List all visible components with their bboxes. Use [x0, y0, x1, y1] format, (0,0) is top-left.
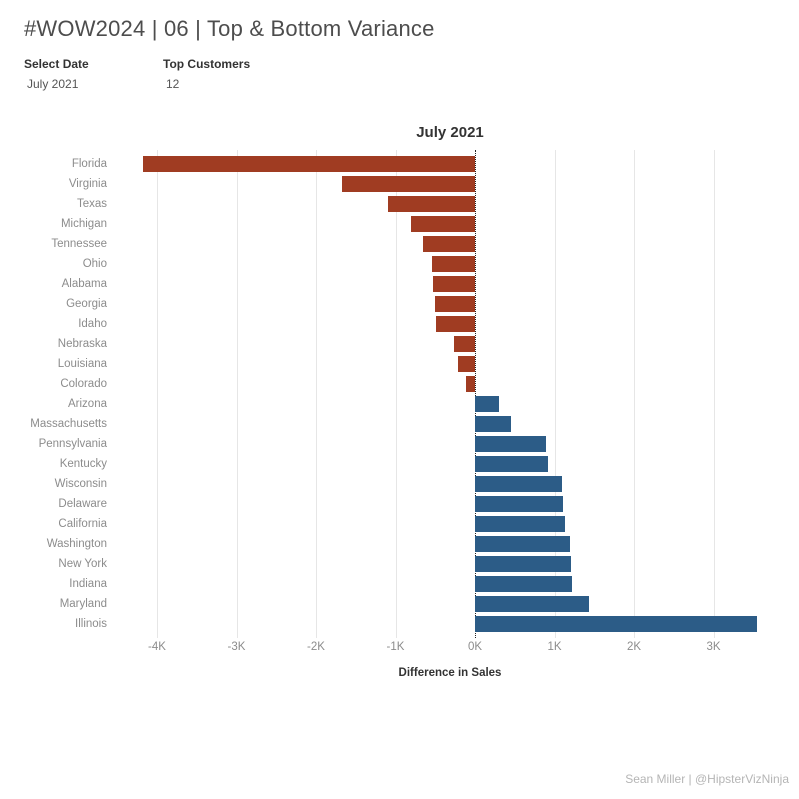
bar[interactable]: [143, 156, 475, 172]
category-label: Indiana: [69, 578, 107, 590]
bar[interactable]: [475, 456, 549, 472]
filters-row: Select Date July 2021 Top Customers 12: [24, 57, 250, 91]
select-date-label: Select Date: [24, 57, 89, 71]
x-tick-label: 3K: [706, 641, 721, 653]
bar[interactable]: [475, 556, 571, 572]
gridline: [316, 150, 317, 638]
top-customers-parameter: Top Customers 12: [163, 57, 250, 91]
x-tick-label: -2K: [307, 641, 325, 653]
bar[interactable]: [475, 516, 565, 532]
bar[interactable]: [454, 336, 475, 352]
gridline: [634, 150, 635, 638]
bar[interactable]: [475, 396, 500, 412]
bar[interactable]: [435, 296, 475, 312]
category-label: Washington: [46, 538, 107, 550]
gridline: [713, 150, 715, 638]
credit: Sean Miller | @HipsterVizNinja: [625, 772, 789, 786]
select-date-dropdown[interactable]: July 2021: [27, 77, 79, 91]
category-label: Georgia: [66, 298, 107, 310]
gridline: [236, 150, 238, 638]
bar[interactable]: [466, 376, 475, 392]
bar[interactable]: [475, 576, 572, 592]
category-label: Virginia: [68, 178, 107, 190]
bar[interactable]: [475, 536, 570, 552]
bar[interactable]: [388, 196, 475, 212]
bar[interactable]: [435, 316, 475, 332]
category-label: Pennsylvania: [38, 438, 107, 450]
bar[interactable]: [431, 256, 475, 272]
category-label: Louisiana: [57, 358, 107, 370]
category-label: Texas: [76, 198, 107, 210]
x-axis: -4K -3K -2K -1K 0K 1K 2K 3K: [120, 641, 780, 657]
bar[interactable]: [475, 476, 563, 492]
category-label: California: [58, 518, 107, 530]
x-tick-label: 0K: [467, 641, 483, 653]
category-label: Ohio: [82, 258, 107, 270]
category-label: Kentucky: [59, 458, 107, 470]
top-customers-value[interactable]: 12: [166, 77, 180, 91]
x-tick-label: 2K: [626, 641, 642, 653]
bar[interactable]: [458, 356, 475, 372]
category-label: Delaware: [58, 498, 107, 510]
x-tick-label: 1K: [547, 641, 562, 653]
category-label: Nebraska: [57, 338, 107, 350]
gridline: [157, 150, 158, 638]
bar[interactable]: [475, 616, 758, 632]
bar[interactable]: [475, 496, 564, 512]
bar[interactable]: [411, 216, 475, 232]
category-label: Idaho: [78, 318, 107, 330]
page-title: #WOW2024 | 06 | Top & Bottom Variance: [24, 16, 435, 41]
category-label: Colorado: [60, 378, 107, 390]
zero-axis-line: [475, 150, 476, 638]
category-label: Massachusetts: [30, 418, 107, 430]
category-label: Michigan: [60, 218, 107, 230]
plot-area: Florida Virginia Texas Michigan Tennessee Ohi…: [30, 150, 780, 638]
select-date-filter: Select Date July 2021: [24, 57, 97, 91]
category-label: Wisconsin: [54, 478, 107, 490]
category-label: Maryland: [59, 598, 107, 610]
x-tick-label: -3K: [227, 641, 246, 653]
bar[interactable]: [475, 416, 511, 432]
category-label: Arizona: [68, 398, 107, 410]
top-customers-label: Top Customers: [163, 57, 251, 71]
gridline: [554, 150, 556, 638]
bar[interactable]: [433, 276, 475, 292]
category-label: Florida: [71, 158, 107, 170]
category-label: Tennessee: [51, 238, 107, 250]
category-label: Illinois: [75, 618, 107, 630]
x-axis-title: Difference in Sales: [398, 667, 502, 679]
gridline: [395, 150, 397, 638]
x-tick-label: -1K: [386, 641, 405, 653]
bar[interactable]: [422, 236, 475, 252]
x-tick-label: -4K: [148, 641, 166, 653]
chart-title: July 2021: [416, 124, 484, 141]
bar[interactable]: [342, 176, 475, 192]
category-label: Alabama: [61, 278, 107, 290]
category-label: New York: [58, 558, 107, 570]
bar[interactable]: [475, 596, 589, 612]
bar[interactable]: [475, 436, 546, 452]
